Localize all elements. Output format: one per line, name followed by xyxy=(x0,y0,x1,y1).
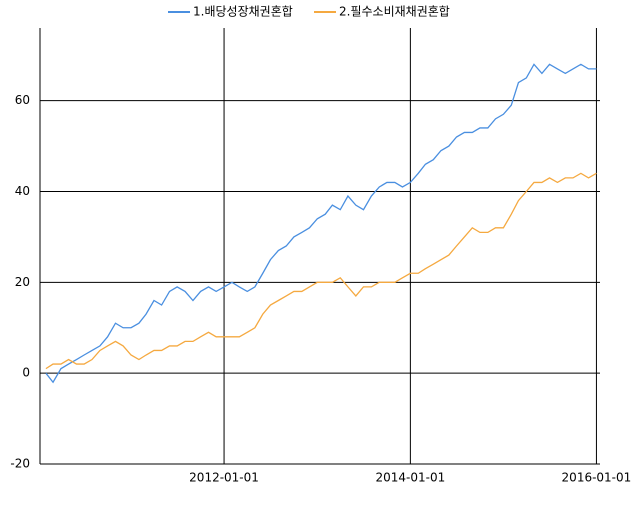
x-tick-label: 2016-01-01 xyxy=(562,471,632,485)
y-tick-label: 60 xyxy=(15,93,30,107)
legend-label: 2.필수소비재채권혼합 xyxy=(339,5,450,19)
series-line xyxy=(45,63,597,384)
y-tick-label: -20 xyxy=(10,457,30,471)
y-tick-label: 40 xyxy=(15,184,30,198)
y-tick-label: 20 xyxy=(15,275,30,289)
legend-label: 1.배당성장채권혼합 xyxy=(193,5,293,19)
x-tick-label: 2014-01-01 xyxy=(375,471,445,485)
series-line xyxy=(45,172,597,370)
x-tick-label: 2012-01-01 xyxy=(189,471,259,485)
y-tick-label: 0 xyxy=(22,366,30,380)
